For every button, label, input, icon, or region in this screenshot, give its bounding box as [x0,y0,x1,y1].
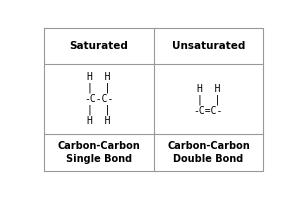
Text: |  |: | | [87,104,111,115]
Text: |  |: | | [196,95,220,105]
Text: |  |: | | [87,83,111,93]
Text: Carbon-Carbon
Double Bond: Carbon-Carbon Double Bond [167,141,250,164]
Text: -C-C-: -C-C- [84,94,114,104]
Text: H  H: H H [87,116,111,125]
Text: Unsaturated: Unsaturated [172,41,245,51]
Text: Saturated: Saturated [70,41,129,51]
Text: H  H: H H [87,72,111,82]
Text: Carbon-Carbon
Single Bond: Carbon-Carbon Single Bond [58,141,140,164]
Text: H  H: H H [196,84,220,94]
Text: -C=C-: -C=C- [194,106,223,116]
